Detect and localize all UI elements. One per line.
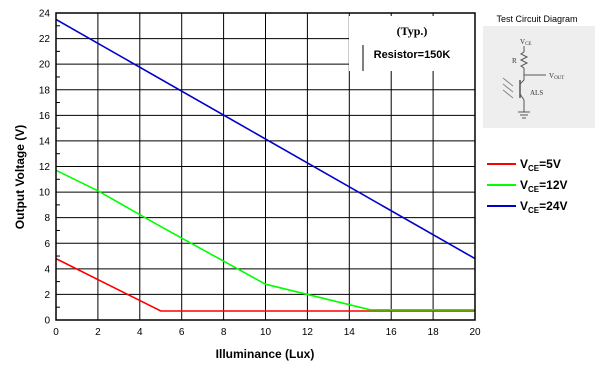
light-ray: [502, 77, 514, 87]
y-tick-label: 18: [39, 85, 51, 96]
light-ray: [502, 89, 514, 99]
x-tick-label: 0: [53, 327, 59, 338]
x-tick-label: 20: [469, 327, 481, 338]
series-line-2: [55, 18, 476, 260]
y-tick-label: 0: [44, 316, 50, 327]
y-tick-label: 4: [44, 264, 50, 275]
legend-label-1: VCE=12V: [520, 178, 568, 194]
annotation-box: [349, 16, 475, 71]
test-circuit-inset: Test Circuit Diagram VCE R VOUT ALS: [483, 14, 595, 128]
series-line-0: [55, 257, 475, 312]
y-axis-title: Output Voltage (V): [13, 125, 27, 229]
inset-vout-label: VOUT: [549, 72, 564, 81]
x-axis-title: Illuminance (Lux): [216, 347, 315, 361]
x-tick-label: 12: [302, 327, 314, 338]
y-tick-label: 24: [39, 9, 51, 20]
annotation-typ: (Typ.): [397, 24, 428, 38]
inset-resistor-label: R: [512, 57, 517, 65]
inset-vce-label: VCE: [520, 38, 531, 47]
legend: VCE=5V VCE=12V VCE=24V: [487, 157, 568, 215]
y-tick-label: 20: [39, 60, 51, 71]
x-tick-label: 8: [221, 327, 227, 338]
legend-label-0: VCE=5V: [520, 157, 561, 173]
x-tick-label: 14: [344, 327, 356, 338]
y-tick-label: 16: [39, 111, 51, 122]
x-tick-label: 6: [179, 327, 185, 338]
y-tick-label: 8: [44, 213, 50, 224]
inset-background: [483, 26, 595, 128]
resistor-symbol: [519, 51, 529, 69]
transistor-collector: [519, 79, 525, 85]
inset-title: Test Circuit Diagram: [496, 14, 577, 24]
x-tick-label: 4: [137, 327, 143, 338]
light-ray: [502, 83, 514, 93]
y-tick-label: 14: [39, 136, 51, 147]
y-tick-label: 10: [39, 188, 51, 199]
x-tick-label: 10: [260, 327, 272, 338]
series-lines: [55, 18, 476, 312]
series-line-1: [55, 169, 475, 311]
y-tick-label: 6: [44, 239, 50, 250]
plot-border: [55, 12, 476, 321]
y-tick-label: 12: [39, 162, 51, 173]
inset-als-label: ALS: [530, 89, 543, 97]
legend-label-2: VCE=24V: [520, 199, 568, 215]
annotation-resistor: Resistor=150K: [374, 49, 451, 61]
y-tick-label: 22: [39, 34, 51, 45]
transistor-emitter: [519, 93, 525, 101]
x-tick-label: 18: [428, 327, 440, 338]
y-tick-label: 2: [44, 290, 50, 301]
x-tick-label: 16: [386, 327, 398, 338]
x-tick-label: 2: [95, 327, 101, 338]
